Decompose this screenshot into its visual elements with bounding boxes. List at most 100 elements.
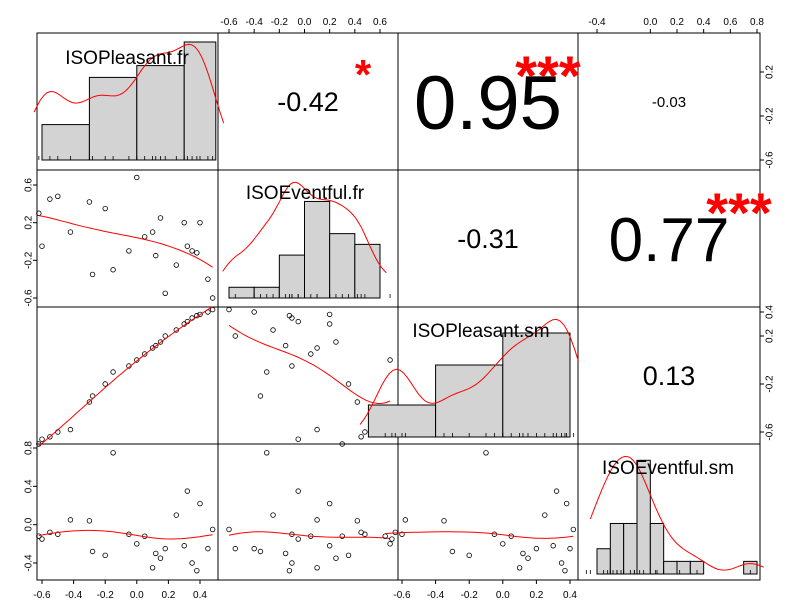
scatter-point-2-0-13 — [153, 342, 159, 349]
tick-label-bottom_col2-4: 0.2 — [529, 590, 543, 601]
scatter-point-1-0-4 — [67, 229, 74, 235]
correlation-value-0-2: 0.95 — [414, 61, 562, 146]
scatter-point-2-1-18 — [295, 318, 301, 325]
hist-bar-1-4 — [329, 233, 356, 299]
density-curve-2 — [359, 318, 579, 425]
smooth-line-3-2 — [385, 531, 574, 539]
panel-2-0 — [36, 306, 219, 445]
scatter-point-3-0-23 — [209, 526, 216, 533]
scatter-point-2-0-1 — [39, 436, 45, 442]
significance-stars-0-2: *** — [515, 44, 581, 107]
correlation-value-2-3: 0.13 — [643, 361, 696, 391]
scatter-point-1-0-17 — [181, 219, 187, 226]
scatter-point-3-2-20 — [562, 567, 568, 574]
scatter-point-3-0-14 — [157, 555, 164, 561]
scatter-point-2-1-12 — [314, 345, 320, 351]
hist-bar-0-1 — [88, 76, 138, 161]
scatter-point-2-0-5 — [86, 399, 93, 405]
scatter-point-1-0-21 — [197, 219, 203, 226]
tick-label-top_col1-1: -0.2 — [271, 17, 289, 28]
smooth-line-3-0 — [38, 529, 213, 540]
panel-1-0 — [36, 169, 219, 308]
significance-stars-1-3: *** — [706, 181, 772, 244]
tick-label-bottom_col2-5: 0.4 — [563, 590, 577, 601]
scatter-point-2-0-7 — [102, 381, 108, 387]
scatter-point-3-1-4 — [314, 517, 320, 523]
hist-bar-2-1 — [435, 364, 504, 438]
scatter-point-3-1-23 — [226, 526, 232, 533]
scatter-point-2-1-22 — [251, 309, 257, 315]
scatter-point-1-0-1 — [39, 243, 45, 249]
scatter-point-2-1-16 — [270, 327, 276, 333]
scatter-point-3-0-16 — [173, 512, 179, 518]
tick-label-right_row2-1: 0.2 — [765, 329, 776, 343]
scatter-point-3-2-0 — [382, 533, 388, 539]
tick-label-top_col3-4: 0.6 — [723, 17, 737, 28]
tick-label-top_col3-2: 0.2 — [670, 17, 684, 28]
scatter-point-3-1-18 — [295, 488, 301, 494]
tick-label-bottom_col2-3: 0.0 — [496, 590, 510, 601]
scatter-point-3-1-7 — [345, 552, 352, 559]
scatter-point-2-1-14 — [333, 339, 339, 345]
panel-3-2 — [397, 443, 579, 581]
scatter-point-2-0-16 — [173, 327, 179, 333]
scatter-point-3-2-22 — [567, 545, 573, 552]
variable-label-2: ISOPleasant.sm — [412, 321, 549, 342]
tick-label-top_col3-1: 0.0 — [643, 17, 657, 28]
scatter-point-3-1-10 — [387, 541, 393, 547]
scatter-point-3-0-12 — [149, 565, 156, 571]
scatter-point-3-1-21 — [326, 500, 333, 507]
tick-label-top_col1-5: -0.4 — [246, 17, 264, 28]
correlation-value-1-2: -0.31 — [457, 224, 519, 254]
tick-label-right_row2-2: -0.2 — [765, 375, 776, 393]
tick-label-left_row3-2: 0.0 — [24, 517, 35, 531]
variable-label-1: ISOEventful.fr — [246, 183, 365, 204]
scatter-point-3-0-8 — [110, 450, 116, 456]
scatter-point-2-1-15 — [232, 333, 238, 339]
panel-3-0 — [36, 443, 219, 581]
scatter-point-2-1-20 — [286, 312, 293, 319]
scatter-point-2-1-23 — [226, 306, 232, 313]
tick-label-left_row1-0: 0.6 — [24, 178, 35, 192]
scatter-point-2-1-1 — [295, 436, 301, 442]
scatter-point-1-0-13 — [153, 252, 159, 259]
scatter-point-2-1-6 — [257, 393, 264, 399]
scatter-point-3-1-17 — [326, 543, 333, 549]
scatter-point-3-1-0 — [339, 533, 345, 539]
scatter-point-3-0-20 — [194, 567, 200, 574]
tick-label-top_col1-3: 0.4 — [348, 17, 362, 28]
scatter-point-1-0-12 — [149, 229, 156, 235]
scatter-point-3-1-6 — [257, 548, 264, 555]
scatter-point-2-0-23 — [209, 306, 216, 313]
tick-label-bottom_col2-0: -0.6 — [393, 590, 411, 601]
hist-bar-3-6 — [676, 560, 691, 575]
scatter-point-3-1-22 — [251, 545, 257, 552]
scatter-point-3-2-16 — [542, 512, 548, 518]
hist-bar-2-2 — [502, 332, 571, 438]
scatter-point-3-0-6 — [89, 548, 96, 555]
scatter-point-3-2-8 — [483, 450, 489, 456]
scatter-point-2-1-11 — [308, 351, 314, 357]
scatter-point-1-0-7 — [102, 205, 108, 212]
scatter-point-1-0-6 — [89, 271, 96, 278]
hist-bar-3-5 — [663, 560, 678, 575]
scatter-point-3-2-21 — [563, 500, 570, 507]
scatter-point-3-1-3 — [362, 531, 368, 537]
tick-label-top_col1-6: 0.0 — [298, 17, 312, 28]
scatter-point-1-0-19 — [189, 248, 195, 254]
scatter-point-3-2-18 — [553, 488, 560, 494]
tick-label-top_col1-0: -0.6 — [220, 17, 238, 28]
tick-label-top_col1-2: 0.2 — [323, 17, 337, 28]
scatter-point-3-0-21 — [197, 500, 203, 507]
scatter-point-2-0-8 — [110, 369, 116, 375]
tick-label-top_col3-5: 0.8 — [750, 17, 764, 28]
scatter-point-3-1-12 — [314, 565, 320, 571]
scatter-point-3-1-1 — [295, 536, 301, 542]
hist-bar-1-0 — [228, 286, 255, 299]
scatter-point-3-2-2 — [392, 529, 398, 536]
scatter-point-3-0-18 — [184, 488, 191, 494]
scatter-point-1-0-16 — [173, 262, 179, 268]
variable-label-0: ISOPleasant.fr — [65, 48, 189, 69]
scatter-point-2-1-9 — [289, 363, 295, 369]
smooth-line-2-0 — [38, 306, 213, 447]
